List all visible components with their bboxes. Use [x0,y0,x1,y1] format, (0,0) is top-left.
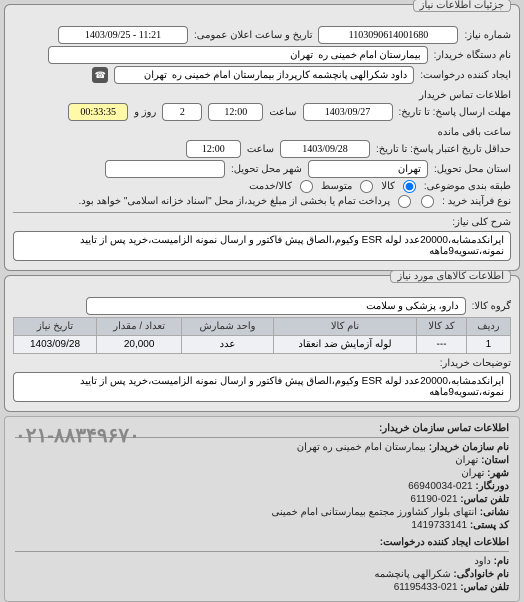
req-info-title: اطلاعات ایجاد کننده درخواست: [15,537,509,552]
opt-mid-radio[interactable] [360,180,373,193]
group-input[interactable] [86,297,466,315]
goods-info-title: اطلاعات کالاهای مورد نیاز [390,270,511,283]
buyer-device-input[interactable] [48,46,428,64]
phone-value: 61190-021 [410,494,457,505]
c-province-value: تهران [455,455,478,466]
days-left-input[interactable] [162,103,202,121]
goods-table: ردیف کد کالا نام کالا واحد شمارش تعداد /… [13,317,511,354]
td-qty: 20,000 [97,336,182,354]
contact-icon[interactable]: ☎ [92,67,108,83]
goods-info-panel: اطلاعات کالاهای مورد نیاز گروه کالا: ردی… [4,275,520,412]
proc-radio-2[interactable] [398,195,411,208]
buyer-contact-label: اطلاعات تماس خریدار [419,90,511,101]
buyer-note-label: توضیحات خریدار: [440,358,511,369]
reply-time-input[interactable] [208,103,263,121]
th-qty: تعداد / مقدار [97,318,182,336]
td-row: 1 [466,336,510,354]
va-label: روز و [134,107,156,118]
post-label: کد پستی: [470,520,509,531]
addr-label: نشانی: [480,507,509,518]
city-input[interactable] [105,160,225,178]
packing-label: طبقه بندی موضوعی: [424,181,511,192]
proc-radio-1[interactable] [421,195,434,208]
opt-all-radio[interactable] [403,180,416,193]
th-unit: واحد شمارش [182,318,273,336]
c-city-label: شهر: [487,468,509,479]
td-name: لوله آزمایش ضد انعقاد [273,336,417,354]
requester-input[interactable] [114,66,414,84]
announce-date-label: تاریخ و ساعت اعلان عمومی: [194,30,313,41]
org-label: نام سازمان خریدار: [429,442,509,453]
remain-label: ساعت باقی مانده [438,127,511,138]
opt-partial-radio[interactable] [300,180,313,193]
province-label: استان محل تحویل: [434,164,511,175]
post-value: 1419733141 [411,520,467,531]
reply-deadline-label: مهلت ارسال پاسخ: تا تاریخ: [399,107,511,118]
big-phone: ۰۲۱-۸۸۳۴۹۶۷٠ [15,423,140,448]
td-date: 1403/09/28 [14,336,97,354]
valid-date-input[interactable] [280,140,370,158]
c-city-value: تهران [461,468,484,479]
announce-date-input[interactable] [58,26,188,44]
need-no-input[interactable] [318,26,458,44]
separator [13,212,511,213]
td-code: --- [417,336,467,354]
saat-label-2: ساعت [247,144,274,155]
prefax-label: دورنگار: [475,481,509,492]
name-value: داود [474,556,491,567]
td-unit: عدد [182,336,273,354]
valid-time-input[interactable] [186,140,241,158]
need-no-label: شماره نیاز: [464,30,511,41]
buyer-device-label: نام دستگاه خریدار: [434,50,511,61]
addr-value: انتهای بلوار کشاورز مجتمع بیمارستانی اما… [272,507,477,518]
opt-partial-label: کالا/خدمت [249,181,292,192]
contact-info-section: ۰۲۱-۸۸۳۴۹۶۷٠ اطلاعات تماس سازمان خریدار:… [4,416,520,602]
family-value: شکرالهی پانچشمه [374,569,450,580]
province-input[interactable] [308,160,428,178]
buyer-note-box: ایرانکدمشابه،20000عدد لوله ESR وکیوم،الص… [13,372,511,402]
process-label: نوع فرآیند خرید : [442,196,511,207]
c-province-label: استان: [481,455,509,466]
need-details-panel: جزئیات اطلاعات نیاز شماره نیاز: تاریخ و … [4,4,520,271]
th-row: ردیف [466,318,510,336]
org-value: بیمارستان امام خمینی ره تهران [297,442,426,453]
family-label: نام خانوادگی: [453,569,509,580]
cphone-label: تلفن تماس: [460,582,509,593]
phone-label: تلفن تماس: [460,494,509,505]
name-label: نام: [494,556,509,567]
time-left-input[interactable] [68,103,128,121]
prefax-value: 66940034-021 [408,481,473,492]
opt-mid-label: متوسط [321,181,352,192]
table-header-row: ردیف کد کالا نام کالا واحد شمارش تعداد /… [14,318,511,336]
table-row[interactable]: 1 --- لوله آزمایش ضد انعقاد عدد 20,000 1… [14,336,511,354]
requester-label: ایجاد کننده درخواست: [420,70,511,81]
reply-date-input[interactable] [303,103,393,121]
opt-all-label: کالا [381,181,395,192]
key-desc-box: ایرانکدمشابه،20000عدد لوله ESR وکیوم،الص… [13,231,511,261]
city-label: شهر محل تحویل: [231,164,302,175]
cphone-value: 61195433-021 [394,582,458,593]
valid-from-label: حداقل تاریخ اعتبار پاسخ: تا تاریخ: [376,144,511,155]
group-label: گروه کالا: [472,301,511,312]
th-code: کد کالا [417,318,467,336]
proc-note: پرداخت تمام یا بخشی از مبلغ خرید،از محل … [79,196,391,207]
key-desc-label: شرح کلی نیاز: [452,217,511,228]
th-date: تاریخ نیاز [14,318,97,336]
saat-label-1: ساعت [269,107,296,118]
th-name: نام کالا [273,318,417,336]
need-details-title: جزئیات اطلاعات نیاز [413,0,511,12]
